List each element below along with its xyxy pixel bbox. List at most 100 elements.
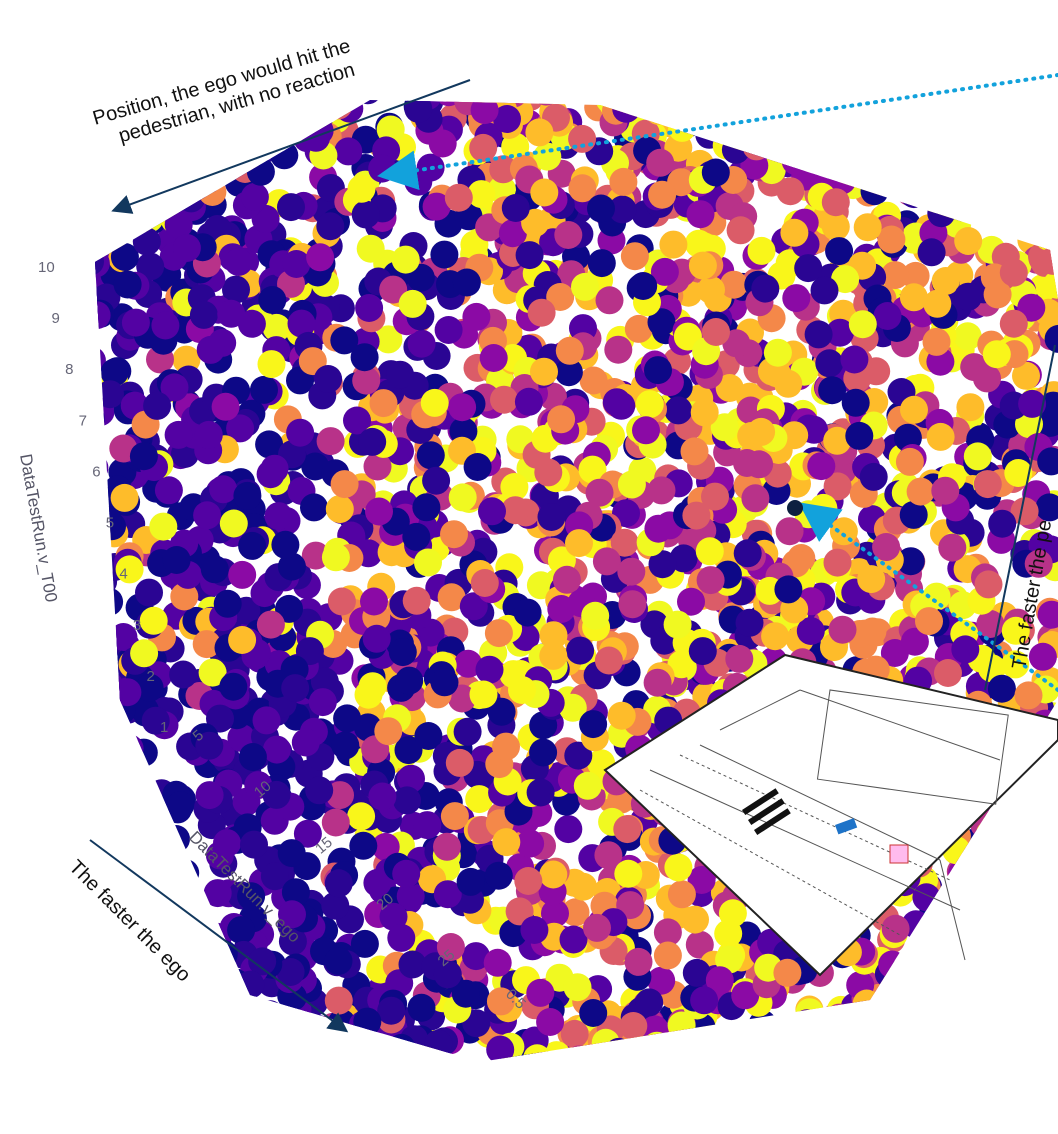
point — [334, 137, 362, 165]
point — [104, 802, 132, 830]
point — [145, 182, 173, 210]
point — [964, 442, 992, 470]
point — [1039, 1012, 1058, 1040]
point — [747, 418, 775, 446]
point — [140, 607, 168, 635]
point — [874, 302, 902, 330]
point — [975, 87, 1003, 115]
point — [990, 921, 1018, 949]
point — [413, 811, 441, 839]
point — [586, 479, 614, 507]
point — [687, 200, 715, 228]
point — [130, 961, 158, 989]
point — [508, 676, 536, 704]
point — [882, 915, 910, 943]
point — [148, 177, 176, 205]
point — [839, 151, 867, 179]
point — [454, 718, 482, 746]
point — [365, 498, 393, 526]
point — [143, 172, 171, 200]
point — [286, 419, 314, 447]
point — [1031, 134, 1058, 162]
point — [104, 1053, 132, 1081]
point — [632, 1046, 660, 1074]
point — [354, 76, 382, 104]
point — [287, 104, 315, 132]
point — [854, 213, 882, 241]
point — [1004, 156, 1032, 184]
point — [1010, 1008, 1038, 1036]
point — [771, 1043, 799, 1071]
point — [741, 484, 769, 512]
point — [1022, 961, 1050, 989]
point — [681, 437, 709, 465]
point — [253, 706, 281, 734]
point — [964, 121, 992, 149]
point — [636, 85, 664, 113]
point — [547, 405, 575, 433]
point — [1000, 259, 1028, 287]
point — [449, 483, 477, 511]
point — [1046, 139, 1058, 167]
point — [281, 1020, 309, 1048]
point — [523, 1044, 551, 1072]
point — [110, 983, 138, 1011]
point — [227, 916, 255, 944]
point — [300, 1018, 328, 1046]
point — [739, 80, 767, 108]
point — [392, 246, 420, 274]
point — [794, 128, 822, 156]
point — [263, 736, 291, 764]
point — [308, 1021, 336, 1049]
point — [204, 1052, 232, 1080]
point — [146, 830, 174, 858]
point — [79, 1022, 107, 1050]
point — [1007, 103, 1035, 131]
point — [870, 994, 898, 1022]
point — [96, 380, 124, 408]
point — [1046, 835, 1058, 863]
point — [87, 150, 115, 178]
point — [130, 782, 158, 810]
tick-label: 7 — [79, 412, 87, 429]
point — [782, 284, 810, 312]
point — [169, 661, 197, 689]
point — [974, 1029, 1002, 1057]
point — [934, 659, 962, 687]
point — [193, 501, 221, 529]
point — [953, 158, 981, 186]
point — [233, 482, 261, 510]
point — [127, 144, 155, 172]
point — [132, 817, 160, 845]
point — [309, 688, 337, 716]
point — [821, 1019, 849, 1047]
point — [241, 183, 269, 211]
point — [70, 904, 98, 932]
point — [1005, 946, 1033, 974]
point — [303, 1047, 331, 1075]
point — [395, 667, 423, 695]
point — [621, 242, 649, 270]
point — [1001, 928, 1029, 956]
point — [207, 965, 235, 993]
point — [183, 990, 211, 1018]
point — [190, 301, 218, 329]
point — [752, 1023, 780, 1051]
point — [106, 731, 134, 759]
point — [370, 389, 398, 417]
point — [1041, 1007, 1058, 1035]
tick-label: 8 — [65, 361, 73, 378]
point — [82, 981, 110, 1009]
point — [163, 875, 191, 903]
point — [991, 841, 1019, 869]
point — [561, 1049, 589, 1077]
point — [168, 987, 196, 1015]
point — [970, 867, 998, 895]
point — [1013, 1025, 1041, 1053]
point — [357, 235, 385, 263]
point — [94, 1039, 122, 1067]
point — [95, 588, 123, 616]
point — [633, 1033, 661, 1061]
point — [111, 816, 139, 844]
point — [986, 935, 1014, 963]
